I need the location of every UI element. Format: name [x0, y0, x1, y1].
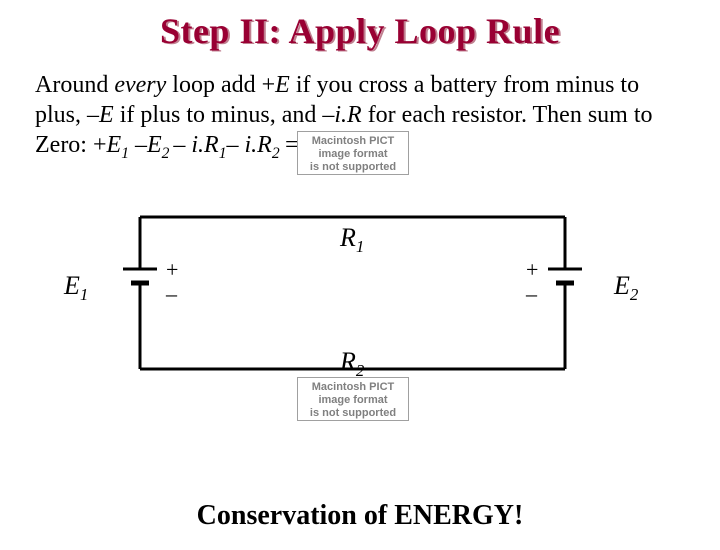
txt-every: every [114, 72, 166, 98]
var-E: E [275, 72, 290, 98]
txt: Around [35, 72, 114, 98]
title-text: Step II: Apply Loop Rule [160, 11, 560, 51]
var-E: E [99, 102, 114, 128]
var-R: R [340, 223, 356, 252]
txt: – [129, 132, 147, 158]
var-E: E [64, 271, 80, 300]
sub: 1 [121, 145, 129, 162]
circuit-diagram: Macintosh PICTimage formatis not support… [0, 169, 720, 449]
txt: if plus to minus, and – [114, 102, 335, 128]
sub: 1 [80, 285, 88, 304]
txt: loop add + [166, 72, 275, 98]
var-iR2: i.R [244, 132, 271, 158]
var-iR: i.R [334, 102, 361, 128]
label-R2: R2 [340, 347, 364, 381]
txt: – [173, 132, 191, 158]
page-title: Step II: Apply Loop Rule [0, 10, 720, 52]
label-E2: E2 [614, 271, 638, 305]
txt: – [226, 132, 244, 158]
sub: 2 [162, 145, 174, 162]
minus-right: – [526, 283, 537, 305]
sub: 2 [272, 145, 284, 162]
label-R1: R1 [340, 223, 364, 257]
var-E1: E [107, 132, 122, 158]
pict-placeholder-top: Macintosh PICTimage formatis not support… [297, 131, 409, 175]
var-iR1: i.R [191, 132, 218, 158]
var-E2: E [147, 132, 162, 158]
var-R: R [340, 347, 356, 376]
sub: 2 [630, 285, 638, 304]
plus-right: + [526, 259, 538, 281]
sub: 2 [356, 361, 364, 380]
label-E1: E1 [64, 271, 88, 305]
var-E: E [614, 271, 630, 300]
sub: 1 [356, 237, 364, 256]
footer-text: Conservation of ENERGY! [0, 500, 720, 532]
plus-left: + [166, 259, 178, 281]
minus-left: – [166, 283, 177, 305]
pict-placeholder-bottom: Macintosh PICTimage formatis not support… [297, 377, 409, 421]
